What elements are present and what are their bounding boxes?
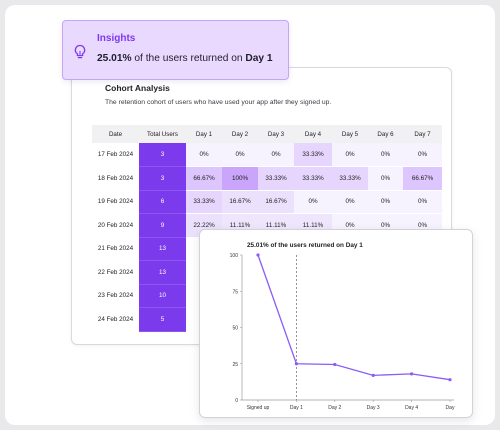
insights-stat-day: Day 1	[245, 53, 273, 64]
x-tick-label: Day 3	[367, 405, 380, 411]
retention-cell: 33.33%	[186, 190, 222, 214]
y-tick-label: 100	[230, 253, 239, 259]
cohort-date: 19 Feb 2024	[92, 190, 139, 214]
retention-cell: 0%	[332, 143, 368, 167]
screenshot-frame: Cohort Analysis The retention cohort of …	[5, 5, 495, 425]
retention-cell: 33.33%	[332, 166, 368, 191]
y-tick-label: 50	[232, 326, 238, 332]
chart-title: 25.01% of the users returned on Day 1	[247, 242, 363, 249]
retention-line-chart: 25.01% of the users returned on Day 1 100…	[230, 242, 455, 411]
cohort-total-users: 10	[139, 284, 186, 308]
x-tick-label: Day 4	[405, 405, 418, 411]
insights-title: Insights	[97, 33, 136, 44]
cohort-total-users: 6	[139, 190, 186, 214]
insights-stat-text: of the users returned on	[131, 53, 246, 64]
lightbulb-icon	[74, 44, 86, 59]
data-point	[371, 373, 375, 377]
retention-cell: 0%	[186, 143, 222, 167]
column-header: Day 4	[294, 125, 332, 143]
cohort-row: 17 Feb 2024 3 0% 0% 0% 33.33% 0% 0% 0%	[92, 143, 442, 167]
retention-cell: 0%	[222, 143, 258, 167]
insights-card: Insights 25.01% of the users returned on…	[62, 20, 289, 80]
retention-cell: 0%	[368, 190, 403, 214]
cohort-title: Cohort Analysis	[105, 83, 170, 93]
cohort-total-users: 13	[139, 237, 186, 261]
column-header: Day 6	[368, 125, 403, 143]
data-point	[256, 253, 260, 257]
cohort-date: 18 Feb 2024	[92, 166, 139, 191]
column-header: Day 5	[332, 125, 368, 143]
retention-cell: 0%	[403, 190, 442, 214]
x-tick-label: Day	[446, 405, 455, 411]
column-header: Day 1	[186, 125, 222, 143]
data-point	[410, 372, 414, 376]
retention-cell: 33.33%	[294, 143, 332, 167]
retention-cell: 66.67%	[403, 166, 442, 191]
retention-cell: 33.33%	[258, 166, 294, 191]
retention-cell: 0%	[403, 143, 442, 167]
retention-cell: 0%	[332, 190, 368, 214]
retention-chart-card: 25.01% of the users returned on Day 1 100…	[199, 229, 473, 418]
cohort-date: 22 Feb 2024	[92, 260, 139, 285]
retention-cell: 16.67%	[222, 190, 258, 214]
x-tick-label: Day 1	[290, 405, 303, 411]
cohort-date: 23 Feb 2024	[92, 284, 139, 308]
column-header: Day 3	[258, 125, 294, 143]
retention-cell: 100%	[222, 166, 258, 191]
data-point	[448, 378, 452, 382]
cohort-date: 20 Feb 2024	[92, 213, 139, 238]
retention-cell: 0%	[368, 143, 403, 167]
cohort-header-row: Date Total Users Day 1 Day 2 Day 3 Day 4 Day 5…	[92, 125, 442, 143]
data-point	[294, 362, 298, 366]
cohort-total-users: 13	[139, 260, 186, 285]
y-tick-label: 75	[232, 289, 238, 295]
cohort-total-users: 3	[139, 143, 186, 167]
y-tick-label: 25	[232, 362, 238, 368]
retention-cell: 0%	[258, 143, 294, 167]
cohort-total-users: 3	[139, 166, 186, 191]
cohort-total-users: 9	[139, 213, 186, 238]
cohort-date: 24 Feb 2024	[92, 307, 139, 332]
cohort-row: 18 Feb 2024 3 66.67% 100% 33.33% 33.33% 33.33%…	[92, 166, 442, 191]
retention-cell: 66.67%	[186, 166, 222, 191]
cohort-total-users: 5	[139, 307, 186, 332]
column-header: Date	[92, 125, 139, 143]
retention-cell: 0%	[368, 166, 403, 191]
retention-series-line	[257, 254, 451, 381]
y-tick-label: 0	[235, 398, 238, 404]
insights-stat-value: 25.01%	[97, 53, 132, 64]
retention-cell: 33.33%	[294, 166, 332, 191]
column-header: Day 2	[222, 125, 258, 143]
column-header: Total Users	[139, 125, 186, 143]
cohort-date: 21 Feb 2024	[92, 237, 139, 261]
cohort-subtitle: The retention cohort of users who have u…	[105, 99, 332, 106]
x-tick-label: Signed up	[247, 405, 270, 411]
column-header: Day 7	[403, 125, 442, 143]
cohort-row: 19 Feb 2024 6 33.33% 16.67% 16.67% 0% 0% 0% 0%	[92, 190, 442, 214]
x-tick-label: Day 2	[328, 405, 341, 411]
insights-statement: 25.01% of the users returned on Day 1	[97, 53, 273, 64]
retention-cell: 16.67%	[258, 190, 294, 214]
cohort-date: 17 Feb 2024	[92, 143, 139, 167]
data-point	[333, 362, 337, 367]
retention-cell: 0%	[294, 190, 332, 214]
